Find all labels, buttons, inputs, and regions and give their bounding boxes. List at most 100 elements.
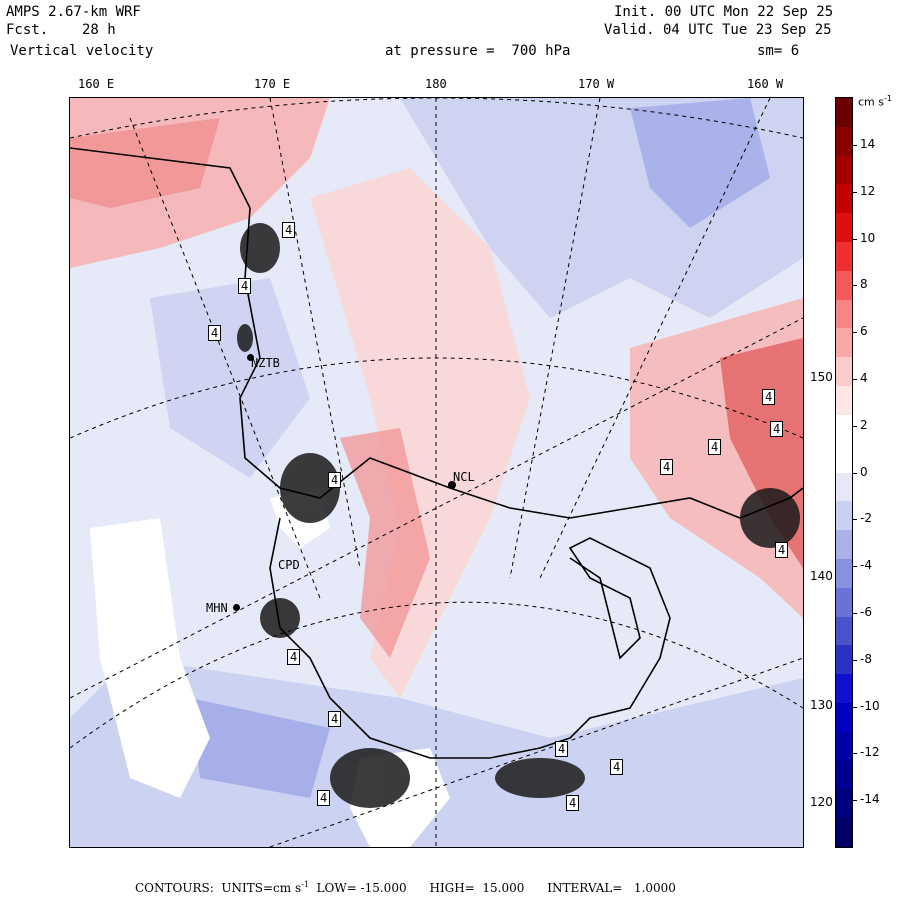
contour-label: 4 (328, 472, 342, 488)
lon-label-160e: 160 E (78, 77, 115, 91)
colorbar-tick (852, 379, 857, 380)
colorbar-segment (836, 184, 852, 214)
contour-label: 4 (555, 741, 569, 757)
colorbar-segment (836, 357, 852, 387)
colorbar-segment (836, 645, 852, 675)
valid-time: Valid. 04 UTC Tue 23 Sep 25 (604, 22, 832, 38)
colorbar-tick (852, 145, 857, 146)
mountain-clutter (237, 223, 800, 808)
colorbar-tick (852, 191, 857, 193)
colorbar-segment (836, 760, 852, 790)
model-title: AMPS 2.67-km WRF (6, 4, 141, 20)
colorbar-tick (852, 425, 857, 427)
colorbar-segment (836, 270, 852, 301)
colorbar-segment (836, 818, 852, 848)
colorbar-tick (852, 659, 857, 661)
colorbar-tick (852, 800, 857, 802)
terrain-mask-west (90, 518, 210, 798)
contour-label: 4 (660, 459, 674, 475)
field-blue-south (70, 658, 803, 847)
colorbar-segment (836, 213, 852, 243)
contour-label: 4 (287, 649, 301, 665)
colorbar-segment (836, 98, 852, 128)
colorbar-tick-label: 0 (860, 464, 868, 479)
colorbar-segment (836, 587, 852, 618)
colorbar-segment (836, 242, 852, 272)
station-ncl-marker (448, 481, 456, 489)
colorbar-tick (852, 238, 857, 240)
forecast-hour: 28 h (82, 22, 116, 38)
contour-label: 4 (775, 542, 789, 558)
colorbar-tick (852, 285, 857, 287)
colorbar-tick-label: -2 (860, 511, 872, 526)
smoothing-value: sm= 6 (757, 43, 800, 59)
colorbar (835, 97, 853, 848)
colorbar-segment (836, 414, 852, 445)
init-time: Init. 00 UTC Mon 22 Sep 25 (614, 4, 834, 20)
colorbar-tick (852, 753, 857, 755)
colorbar-tick-label: 12 (860, 183, 876, 198)
colorbar-segment (836, 616, 852, 646)
field-pink-central (310, 168, 530, 698)
colorbar-tick-label: -4 (860, 558, 872, 573)
map-field-svg (70, 98, 803, 847)
contour-label: 4 (328, 711, 342, 727)
contour-label: 4 (282, 222, 296, 238)
colorbar-tick-label: 14 (860, 137, 876, 151)
colorbar-tick-label: -8 (860, 651, 872, 666)
station-ncl: NCL (453, 470, 475, 484)
contour-label: 4 (566, 795, 580, 811)
colorbar-segment (836, 299, 852, 329)
colorbar-tick-label: 4 (860, 371, 868, 385)
field-blue-core-north (630, 98, 770, 228)
station-nztb: NZTB (251, 356, 280, 370)
vertical-velocity-map: NZTB NCL CPD MHN 4 4 4 4 4 4 4 4 4 4 4 4… (69, 97, 804, 848)
field-blue-west (150, 278, 310, 478)
colorbar-units: cm s-1 (858, 94, 892, 109)
station-nztb-marker (247, 354, 254, 361)
station-cpd: CPD (278, 558, 300, 572)
coastline-south (269, 517, 671, 759)
colorbar-segment (836, 501, 852, 531)
colorbar-segment (836, 674, 852, 704)
colorbar-tick-label: -14 (860, 792, 880, 807)
colorbar-segment (836, 558, 852, 589)
colorbar-tick (852, 706, 857, 708)
colorbar-segment (836, 126, 852, 157)
coastline-north (70, 147, 803, 519)
contour-label: 4 (208, 325, 222, 341)
contour-label: 4 (317, 790, 331, 806)
colorbar-segment (836, 328, 852, 358)
colorbar-tick (852, 519, 857, 521)
colorbar-tick-label: -6 (860, 605, 872, 619)
graticule (70, 98, 803, 847)
colorbar-tick-label: 2 (860, 417, 868, 432)
field-red-central (340, 428, 430, 658)
colorbar-tick-label: -10 (860, 698, 880, 713)
colorbar-tick-label: 6 (860, 324, 868, 339)
field-title: Vertical velocity (10, 43, 154, 59)
colorbar-segment (836, 443, 852, 473)
lon-label-160w: 160 W (747, 77, 784, 91)
contour-info-footer: CONTOURS: UNITS=cm s-1 LOW= -15.000 HIGH… (135, 880, 676, 895)
colorbar-tick-label: 8 (860, 277, 868, 292)
colorbar-segment (836, 155, 852, 185)
colorbar-tick-label: -12 (860, 745, 880, 760)
colorbar-tick (852, 613, 857, 614)
pressure-level: at pressure = 700 hPa (385, 43, 571, 59)
colorbar-segment (836, 789, 852, 819)
contour-label: 4 (770, 421, 784, 437)
field-red-core-north (70, 118, 220, 208)
field-blue-core-south (190, 698, 330, 798)
forecast-label: Fcst. (6, 22, 49, 38)
contour-label: 4 (238, 278, 252, 294)
lon-label-170w: 170 W (578, 77, 615, 91)
colorbar-segment (836, 731, 852, 762)
contour-label: 4 (708, 439, 722, 455)
colorbar-tick (852, 472, 857, 474)
station-mhn: MHN (206, 601, 228, 615)
contour-label: 4 (762, 389, 776, 405)
contour-label: 4 (610, 759, 624, 775)
station-mhn-marker (233, 604, 240, 611)
colorbar-segment (836, 530, 852, 560)
